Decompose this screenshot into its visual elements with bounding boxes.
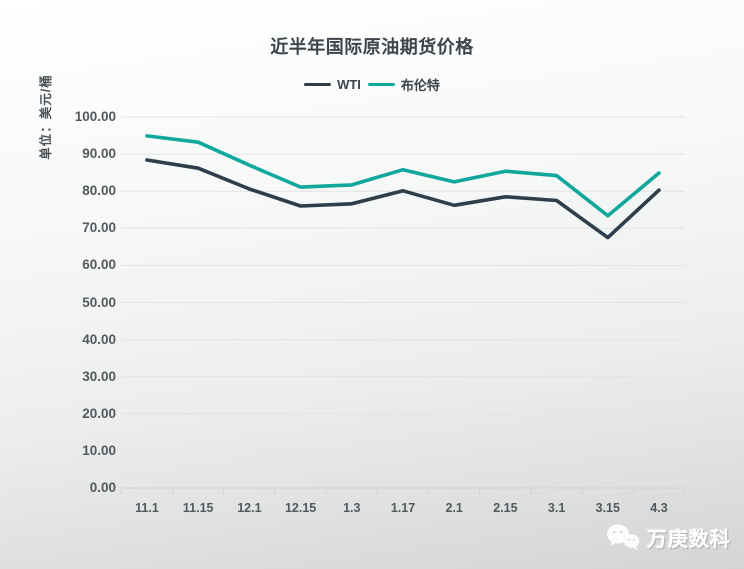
y-axis-tick-label: 70.00 <box>82 220 116 236</box>
legend-item-wti: WTI <box>304 77 361 92</box>
legend-item-brent: 布伦特 <box>367 75 440 94</box>
y-axis-tick-label: 40.00 <box>82 331 116 347</box>
wti-series-line <box>145 158 661 240</box>
legend-label-brent: 布伦特 <box>400 77 440 93</box>
x-axis-tick-label: 12.1 <box>237 501 262 515</box>
x-axis-tick-label: 1.17 <box>390 501 416 515</box>
x-axis-tick-label: 11.15 <box>182 501 214 515</box>
y-axis-tick-label: 50.00 <box>82 294 116 310</box>
x-axis-tick-label: 3.15 <box>595 501 620 515</box>
y-axis-tick-label: 90.00 <box>82 146 116 162</box>
watermark: 万庚数科 <box>606 522 738 552</box>
y-axis-tick-label: 60.00 <box>82 257 116 273</box>
wti-line-swatch-icon <box>304 82 332 86</box>
x-axis-tick-label: 2.1 <box>445 501 463 515</box>
x-axis-tick-label: 1.3 <box>343 501 361 515</box>
chart-legend: WTI 布伦特 <box>0 75 744 94</box>
watermark-text: 万庚数科 <box>647 528 731 551</box>
y-axis-tick-label: 20.00 <box>82 405 116 421</box>
legend-label-wti: WTI <box>337 76 361 92</box>
brent-series-line <box>145 134 661 218</box>
y-axis-tick-label: 10.00 <box>82 442 116 458</box>
brent-line-swatch-icon <box>367 82 395 86</box>
y-axis-tick-label: 80.00 <box>82 183 116 199</box>
y-axis-tick-label: 0.00 <box>89 480 116 495</box>
chart-title: 近半年国际原油期货价格 <box>270 37 474 57</box>
y-axis-tick-label: 100.00 <box>74 109 116 124</box>
x-axis-tick-label: 2.15 <box>493 501 518 515</box>
wechat-logo-icon <box>607 524 640 550</box>
x-axis-tick-label: 3.1 <box>547 501 566 515</box>
y-axis-tick-label: 30.00 <box>82 368 116 384</box>
x-axis-tick-label: 11.1 <box>135 501 159 515</box>
x-axis-tick-label: 12.15 <box>284 501 317 515</box>
x-axis-tick-label: 4.3 <box>650 501 668 515</box>
